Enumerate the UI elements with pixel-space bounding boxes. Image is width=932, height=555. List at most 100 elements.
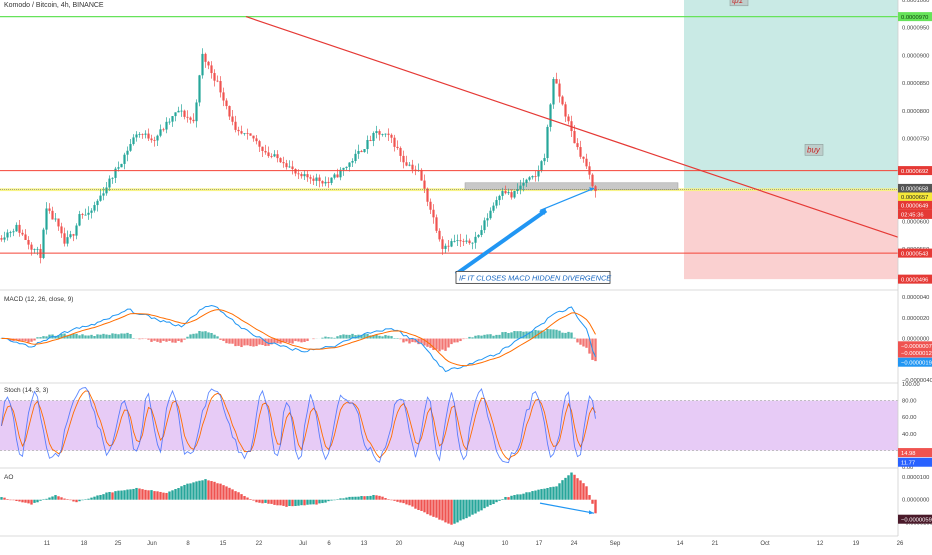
current-price-tag: 0.0000657 [901,195,928,201]
macd-histogram-bar [291,339,293,344]
ao-bar [396,500,398,502]
macd-histogram-bar [234,339,236,347]
macd-histogram-bar [462,339,464,340]
price-candle [330,178,332,183]
price-candle [549,104,551,126]
ao-bar [30,500,32,505]
macd-histogram-bar [543,331,545,338]
macd-histogram-bar [552,329,554,338]
price-candle [189,118,191,120]
ao-bar [441,500,443,521]
macd-histogram-bar [108,335,110,339]
ao-bar [447,500,449,524]
ao-bar [54,495,56,500]
macd-histogram-bar [429,339,431,348]
x-axis-tick-label: 17 [536,541,543,547]
macd-histogram-bar [501,332,503,338]
ao-bar [81,500,83,501]
price-candle [567,117,569,122]
price-candle [306,174,308,177]
macd-histogram-bar [402,339,404,343]
ao-bar [300,500,302,505]
price-candle [273,154,275,156]
ao-bar [183,485,185,500]
ao-bar [576,478,578,500]
ao-bar [546,488,548,500]
x-axis-tick-label: 20 [396,541,403,547]
price-candle [186,117,188,118]
macd-histogram-bar [75,334,77,339]
price-candle [12,231,14,232]
price-candle [285,163,287,167]
ao-bar [312,500,314,505]
macd-histogram-bar [381,336,383,338]
price-candle [561,97,563,105]
price-candle [30,245,32,250]
macd-histogram-bar [165,339,167,342]
ao-bar [315,500,317,505]
price-candle [513,191,515,197]
ao-bar [21,500,23,503]
macd-histogram-bar [231,339,233,344]
price-candle [426,189,428,202]
ao-bar [384,498,386,500]
upper-support-price-tag: 0.0000692 [901,169,928,175]
price-candle [579,147,581,157]
ao-bar [381,497,383,500]
ao-bar [6,499,8,500]
macd-histogram-bar [189,334,191,338]
ao-bar [69,500,71,501]
ao-bar [267,500,269,504]
ao-bar [150,490,152,500]
price-candle [267,152,269,156]
chart-title: Komodo / Bitcoin, 4h, BINANCE [4,2,104,9]
ao-bar [327,500,329,501]
macd-histogram-bar [225,339,227,344]
ao-bar [129,489,131,499]
macd-histogram-bar [288,339,290,344]
price-candle [537,171,539,177]
ao-bar [423,500,425,513]
price-candle [9,232,11,233]
macd-histogram-bar [153,339,155,341]
macd-histogram-bar [39,337,41,338]
macd-histogram-bar [237,339,239,346]
price-candle [243,133,245,134]
price-candle [546,127,548,158]
x-axis-tick-label: 13 [361,541,368,547]
price-candle [237,130,239,131]
price-candle [438,231,440,240]
ao-bar [555,486,557,499]
macd-line-tag: −0.0000019 [901,360,932,366]
macd-histogram-bar [585,339,587,348]
price-candle [504,191,506,193]
ao-bar [258,500,260,503]
price-candle [312,179,314,181]
macd-histogram-bar [183,339,185,340]
x-axis-tick-label: 18 [81,541,88,547]
macd-histogram-bar [510,332,512,338]
price-candle [366,140,368,149]
price-candle [507,192,509,193]
price-candle [78,214,80,225]
ao-bar [414,500,416,509]
price-candle [456,240,458,241]
price-candle [234,122,236,130]
ao-bar [240,494,242,500]
macd-histogram-bar [384,335,386,339]
ao-bar [516,494,518,499]
price-candle [279,158,281,162]
price-candle [213,73,215,81]
price-candle [591,175,593,186]
price-candle [432,210,434,218]
price-candle [327,182,329,183]
ao-bar [351,497,353,500]
macd-histogram-bar [162,339,164,341]
price-y-tick-label: 0.0000850 [902,81,929,87]
ao-bar [249,499,251,500]
price-candle [216,81,218,82]
x-axis-tick-label: Aug [454,541,465,547]
macd-histogram-bar [84,335,86,338]
macd-histogram-bar [558,331,560,339]
ao-bar [270,500,272,504]
